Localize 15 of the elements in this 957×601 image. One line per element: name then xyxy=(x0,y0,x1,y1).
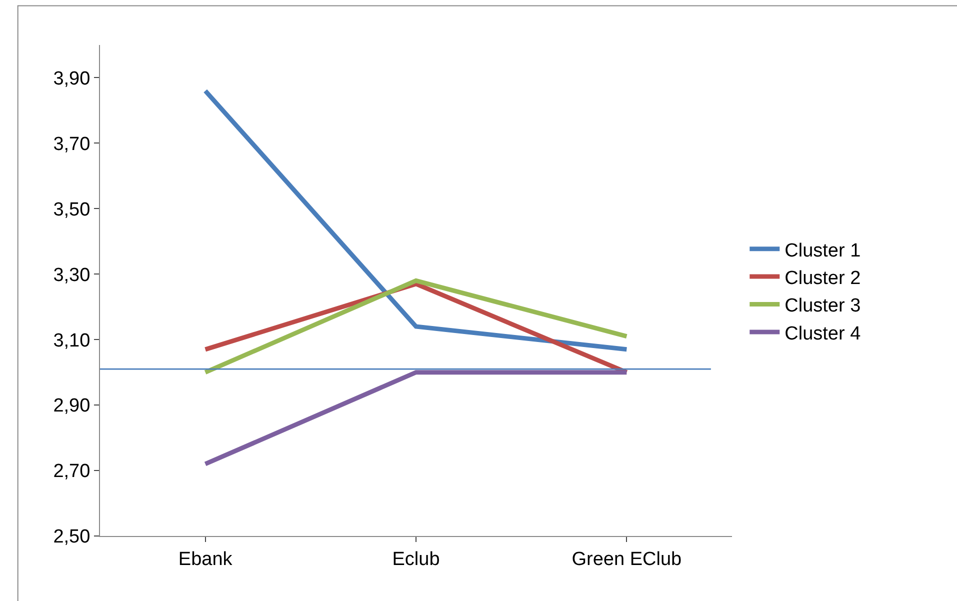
legend-label: Cluster 2 xyxy=(784,268,861,289)
y-tick-label: 3,30 xyxy=(53,264,90,286)
y-tick-label: 2,90 xyxy=(53,396,90,417)
y-tick-label: 3,10 xyxy=(53,330,90,352)
y-tick-label: 3,70 xyxy=(53,134,90,155)
y-tick-label: 2,50 xyxy=(53,526,90,548)
legend-label: Cluster 1 xyxy=(784,240,861,262)
y-tick-label: 3,50 xyxy=(53,199,90,220)
x-tick-label: Green EClub xyxy=(572,548,682,570)
x-tick-label: Eclub xyxy=(392,548,440,570)
legend-label: Cluster 4 xyxy=(784,323,862,344)
y-tick-label: 3,90 xyxy=(53,68,90,90)
x-tick-label: Ebank xyxy=(178,548,233,570)
legend-label: Cluster 3 xyxy=(784,296,861,317)
y-tick-label: 2,70 xyxy=(53,461,90,482)
